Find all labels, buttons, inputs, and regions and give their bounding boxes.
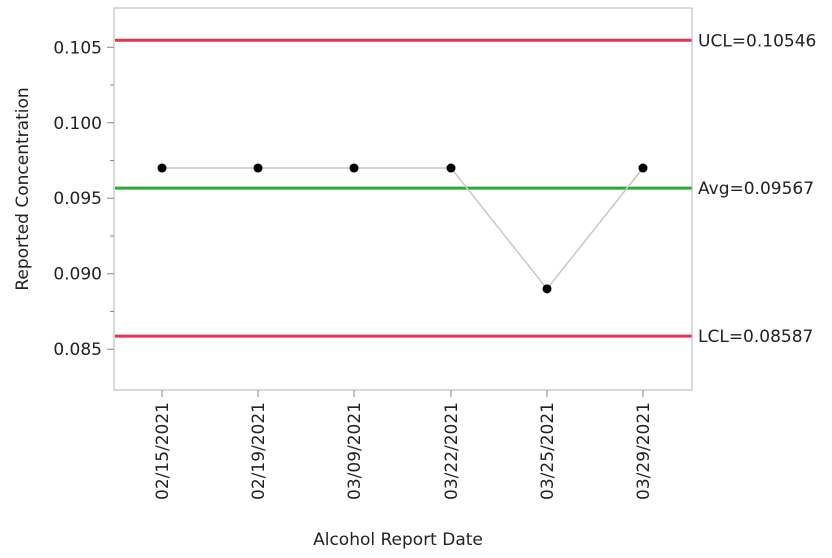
y-tick-label: 0.090 xyxy=(53,265,102,285)
x-tick-label: 03/22/2021 xyxy=(442,402,462,500)
data-point xyxy=(253,163,263,173)
x-axis: 02/15/2021 02/19/2021 03/09/2021 03/22/2021… xyxy=(153,390,654,500)
data-point xyxy=(157,163,167,173)
y-tick-label: 0.085 xyxy=(53,340,102,360)
series-line xyxy=(162,167,644,291)
lcl-label: LCL=0.08587 xyxy=(698,327,813,347)
x-tick-label: 02/15/2021 xyxy=(153,402,173,500)
data-point xyxy=(638,163,648,173)
x-tick-label: 03/29/2021 xyxy=(634,402,654,500)
x-tick-label: 03/09/2021 xyxy=(345,402,365,500)
data-point xyxy=(349,163,359,173)
y-axis-title: Reported Concentration xyxy=(13,87,33,290)
data-point xyxy=(446,163,456,173)
y-tick-label: 0.105 xyxy=(53,38,102,58)
x-axis-title: Alcohol Report Date xyxy=(313,530,483,550)
y-tick-label: 0.100 xyxy=(53,114,102,134)
ucl-label: UCL=0.10546 xyxy=(698,31,816,51)
avg-label: Avg=0.09567 xyxy=(698,179,814,199)
data-point xyxy=(542,284,552,294)
control-limit-lines xyxy=(115,38,692,338)
y-tick-label: 0.095 xyxy=(53,189,102,209)
x-tick-label: 02/19/2021 xyxy=(249,402,269,500)
x-tick-label: 03/25/2021 xyxy=(538,402,558,500)
y-axis: 0.085 0.090 0.095 0.100 0.105 xyxy=(53,8,115,390)
data-series xyxy=(157,163,648,294)
control-limit-labels: UCL=0.10546 Avg=0.09567 LCL=0.08587 xyxy=(698,31,816,347)
